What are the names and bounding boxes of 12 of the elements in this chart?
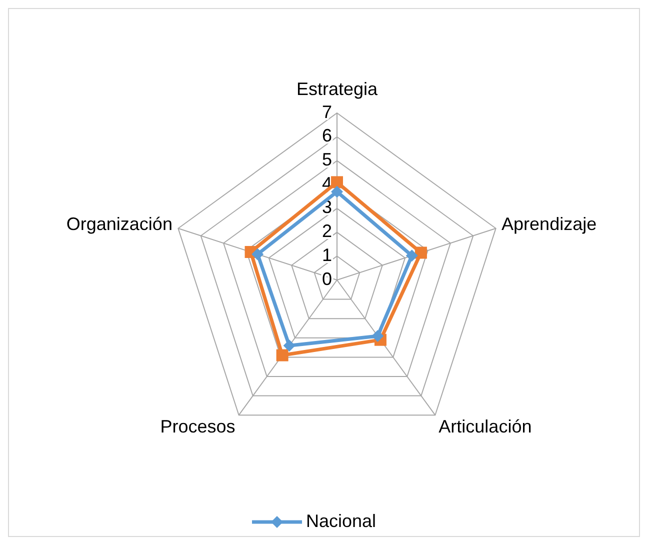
- y-tick-label: 6: [322, 126, 332, 146]
- spoke-label: Procesos: [160, 416, 236, 436]
- y-tick-label: 7: [322, 102, 332, 122]
- spoke-label: Articulación: [438, 416, 532, 436]
- spoke-label: Organización: [66, 214, 172, 234]
- y-tick-label: 2: [322, 221, 332, 242]
- y-tick-label: 5: [322, 149, 332, 170]
- y-tick-label: 1: [322, 244, 332, 265]
- legend-label: Nacional: [306, 510, 376, 531]
- y-tick-label: 0: [322, 268, 332, 289]
- spoke-label: Estrategia: [296, 79, 379, 99]
- spoke-label: Aprendizaje: [502, 214, 597, 234]
